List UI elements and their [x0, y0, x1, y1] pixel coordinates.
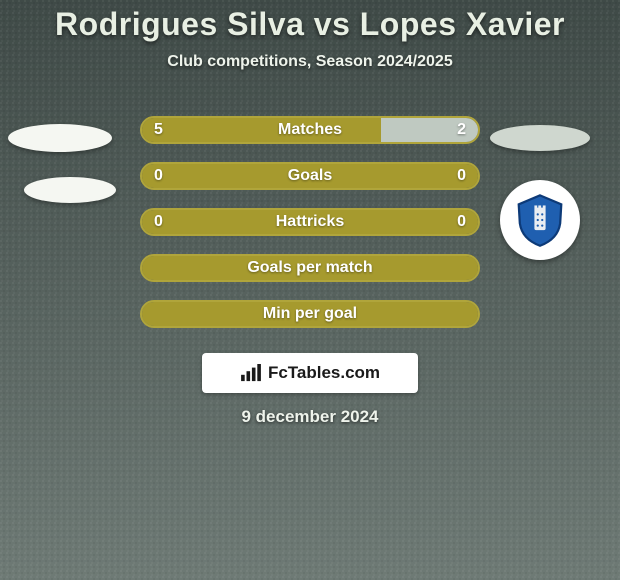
stat-row: Goals00 [0, 153, 620, 199]
value-right: 0 [457, 167, 466, 185]
bar-left-fill [142, 302, 478, 326]
stat-row: Min per goal [0, 291, 620, 337]
value-right: 0 [457, 213, 466, 231]
stat-row: Matches52 [0, 107, 620, 153]
bar-left-fill [142, 164, 478, 188]
brand-text: FcTables.com [268, 363, 380, 383]
stat-row: Hattricks00 [0, 199, 620, 245]
bar-track: Min per goal [140, 300, 480, 328]
bar-left-fill [142, 118, 381, 142]
date-text: 9 december 2024 [241, 407, 378, 427]
bar-left-fill [142, 210, 478, 234]
subtitle: Club competitions, Season 2024/2025 [167, 53, 452, 71]
stat-row: Goals per match [0, 245, 620, 291]
value-left: 0 [154, 167, 163, 185]
value-left: 5 [154, 121, 163, 139]
bar-track: Goals per match [140, 254, 480, 282]
bar-track: Hattricks00 [140, 208, 480, 236]
comparison-chart: Matches52Goals00Hattricks00Goals per mat… [0, 107, 620, 337]
bar-track: Goals00 [140, 162, 480, 190]
brand-box: FcTables.com [202, 353, 418, 393]
bar-track: Matches52 [140, 116, 480, 144]
value-left: 0 [154, 213, 163, 231]
bars-icon [240, 364, 262, 382]
value-right: 2 [457, 121, 466, 139]
page-title: Rodrigues Silva vs Lopes Xavier [55, 6, 565, 43]
bar-left-fill [142, 256, 478, 280]
